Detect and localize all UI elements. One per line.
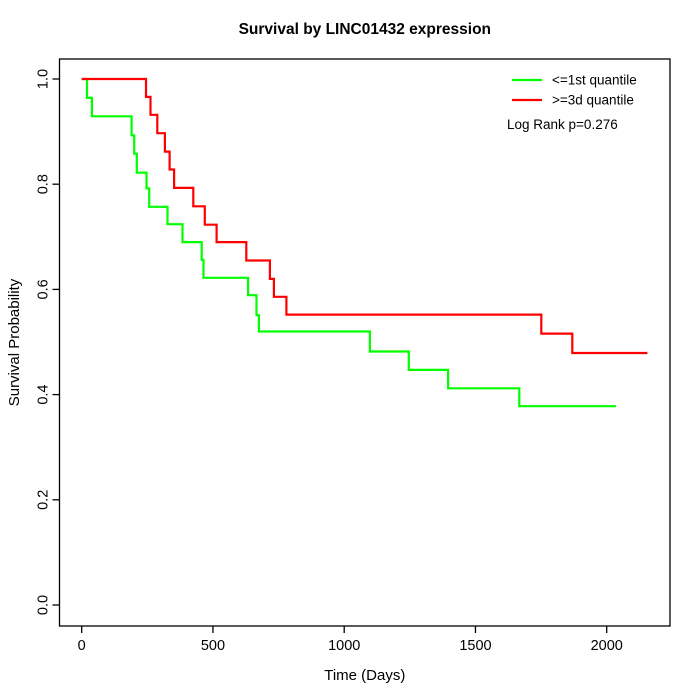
y-tick-label: 0.4	[36, 385, 52, 405]
y-tick-label: 0.6	[36, 279, 52, 299]
legend-label-third-quantile: >=3d quantile	[552, 93, 634, 108]
survival-curve-1	[81, 77, 648, 355]
x-tick-label: 2000	[591, 638, 623, 654]
x-tick-label: 1500	[459, 638, 491, 654]
legend: <=1st quantile >=3d quantile Log Rank p=…	[507, 73, 637, 133]
y-tick-label: 0.8	[36, 174, 52, 194]
y-axis-label: Survival Probability	[6, 278, 23, 406]
chart-title: Survival by LINC01432 expression	[239, 21, 491, 38]
x-axis-label: Time (Days)	[324, 667, 405, 684]
plot-area-border	[58, 58, 671, 627]
legend-label-first-quantile: <=1st quantile	[552, 73, 637, 88]
x-tick-label: 1000	[328, 638, 360, 654]
axis-ticks: 0 500 1000 1500 2000 0.0 0.2 0.4 0.6 0.8 1.0	[36, 69, 623, 654]
survival-curves	[81, 77, 648, 408]
y-tick-label: 0.2	[36, 490, 52, 510]
survival-curve-0	[81, 77, 616, 408]
y-tick-label: 1.0	[36, 69, 52, 89]
x-tick-label: 500	[201, 638, 225, 654]
x-tick-label: 0	[78, 638, 86, 654]
log-rank-annotation: Log Rank p=0.276	[507, 117, 618, 132]
y-tick-label: 0.0	[36, 595, 52, 615]
